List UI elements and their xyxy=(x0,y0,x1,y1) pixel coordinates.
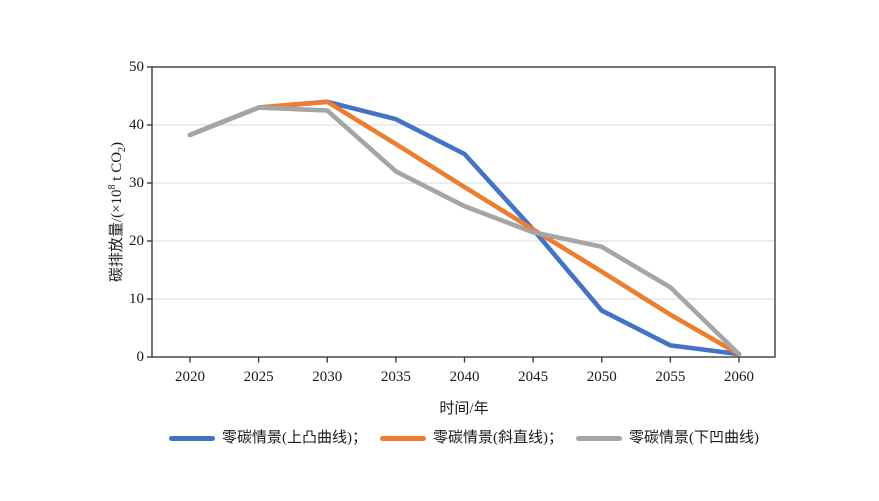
legend-label-convex: 零碳情景(上凸曲线)； xyxy=(222,430,367,446)
legend-label-concave: 零碳情景(下凹曲线) xyxy=(629,430,759,446)
series-line-linear xyxy=(187,99,742,357)
y-tick-label-0: 0 xyxy=(136,349,145,365)
x-axis-title: 时间/年 xyxy=(439,401,489,417)
legend-swatch-concave-line xyxy=(576,435,622,441)
x-tick-label-2035: 2035 xyxy=(380,369,411,385)
series-line-convex xyxy=(187,99,742,357)
y-tick-label-40: 40 xyxy=(129,117,144,133)
legend-item-linear: 零碳情景(斜直线)； xyxy=(380,428,563,448)
series-line-concave xyxy=(187,105,742,357)
x-tick-label-2030: 2030 xyxy=(312,369,343,385)
legend: 零碳情景(上凸曲线)； 零碳情景(斜直线)； 零碳情景(下凹曲线) xyxy=(152,427,776,449)
x-tick-label-2060: 2060 xyxy=(724,369,754,385)
x-tick-label-2050: 2050 xyxy=(586,369,617,385)
x-tick-label-2045: 2045 xyxy=(518,369,549,385)
legend-swatch-linear-line xyxy=(380,435,426,441)
x-tick-label-2055: 2055 xyxy=(655,369,686,385)
x-tick-label-2040: 2040 xyxy=(449,369,480,385)
y-axis-title-suffix: ) xyxy=(109,141,125,147)
y-tick-label-30: 30 xyxy=(129,175,144,191)
x-tick-label-2020: 2020 xyxy=(175,369,205,385)
plot-border xyxy=(151,66,776,358)
y-tick-label-20: 20 xyxy=(129,233,144,249)
legend-item-concave: 零碳情景(下凹曲线) xyxy=(576,428,759,448)
legend-label-linear: 零碳情景(斜直线)； xyxy=(433,430,563,446)
y-axis-title: 碳排放量/(×108 t CO2) xyxy=(102,102,128,322)
y-axis-title-subscript: 2 xyxy=(117,146,128,152)
x-tick-label-2025: 2025 xyxy=(243,369,274,385)
y-tick-label-10: 10 xyxy=(129,291,144,307)
y-tick-label-50: 50 xyxy=(129,59,144,75)
legend-swatch-convex-line xyxy=(169,435,215,441)
legend-item-convex: 零碳情景(上凸曲线)； xyxy=(169,428,367,448)
